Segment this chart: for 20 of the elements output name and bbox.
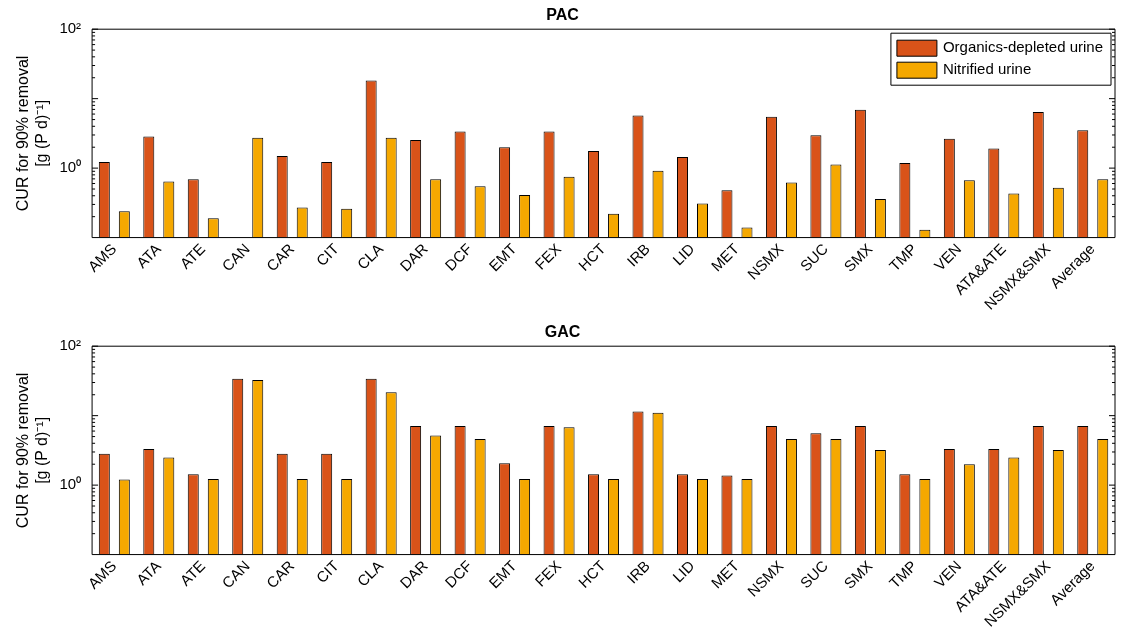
x-tick-label: IRB bbox=[623, 239, 654, 270]
x-tick-label: LID bbox=[669, 239, 698, 269]
y-axis-title: CUR for 90% removal [g (P d)⁻¹] bbox=[14, 372, 51, 529]
x-tick-label: LID bbox=[669, 556, 698, 586]
x-tick-label: ATA bbox=[132, 556, 164, 589]
chart-title: GAC bbox=[544, 323, 581, 341]
y-axis-title: CUR for 90% removal [g (P d)⁻¹] bbox=[14, 55, 51, 212]
x-tick-label: CIT bbox=[312, 556, 342, 587]
y-tick-label: 10⁰ bbox=[59, 475, 82, 493]
legend-label: Organics-depleted urine bbox=[942, 38, 1103, 56]
chart-title: PAC bbox=[546, 6, 580, 24]
x-tick-label: CLA bbox=[353, 239, 387, 273]
x-tick-label: IRB bbox=[623, 556, 654, 587]
y-tick-label: 10² bbox=[59, 336, 82, 354]
y-tick-label: 10⁰ bbox=[59, 158, 82, 176]
x-tick-label: CLA bbox=[353, 556, 387, 590]
y-tick-label: 10² bbox=[59, 19, 82, 37]
x-tick-label: ATA bbox=[132, 239, 164, 272]
x-tick-label: CIT bbox=[312, 239, 342, 270]
legend-label: Nitrified urine bbox=[942, 60, 1032, 78]
